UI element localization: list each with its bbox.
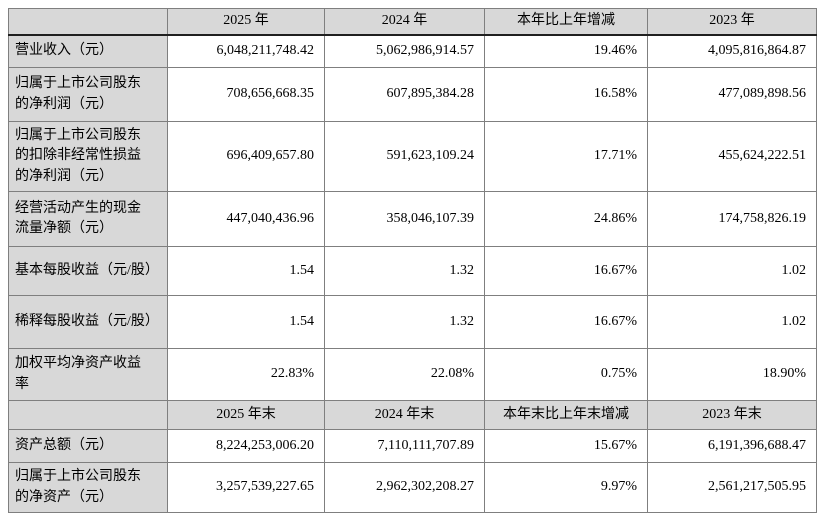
financial-summary-table: 2025 年 2024 年 本年比上年增减 2023 年 营业收入（元） 6,0…: [8, 8, 817, 513]
cell-2025: 708,656,668.35: [167, 67, 325, 122]
cell-change: 15.67%: [484, 429, 648, 463]
cell-2023: 18.90%: [647, 348, 817, 401]
table-row-diluted-eps: 稀释每股收益（元/股） 1.54 1.32 16.67% 1.02: [8, 295, 817, 349]
row-label: 加权平均净资产收益率: [8, 348, 168, 401]
cell-2024: 591,623,109.24: [324, 121, 485, 192]
table-row-weighted-avg-roe: 加权平均净资产收益率 22.83% 22.08% 0.75% 18.90%: [8, 348, 817, 401]
cell-2023: 1.02: [647, 246, 817, 296]
cell-2025: 22.83%: [167, 348, 325, 401]
row-label: 归属于上市公司股东的净利润（元）: [8, 67, 168, 122]
table-row-revenue: 营业收入（元） 6,048,211,748.42 5,062,986,914.5…: [8, 34, 817, 68]
cell-2024: 7,110,111,707.89: [324, 429, 485, 463]
cell-2024: 607,895,384.28: [324, 67, 485, 122]
header-2025: 2025 年: [167, 8, 325, 36]
cell-change: 16.67%: [484, 246, 648, 296]
header-2023: 2023 年: [647, 8, 817, 36]
cell-2023: 455,624,222.51: [647, 121, 817, 192]
cell-2025: 447,040,436.96: [167, 191, 325, 247]
cell-2023: 6,191,396,688.47: [647, 429, 817, 463]
cell-change: 24.86%: [484, 191, 648, 247]
cell-2025: 8,224,253,006.20: [167, 429, 325, 463]
row-label: 营业收入（元）: [8, 34, 168, 68]
cell-change: 0.75%: [484, 348, 648, 401]
table-row-basic-eps: 基本每股收益（元/股） 1.54 1.32 16.67% 1.02: [8, 246, 817, 296]
header-end-change: 本年末比上年末增减: [484, 400, 648, 430]
table-row-net-profit: 归属于上市公司股东的净利润（元） 708,656,668.35 607,895,…: [8, 67, 817, 122]
header-row-annual: 2025 年 2024 年 本年比上年增减 2023 年: [8, 8, 817, 36]
cell-2024: 5,062,986,914.57: [324, 34, 485, 68]
cell-2024: 2,962,302,208.27: [324, 462, 485, 513]
cell-2023: 4,095,816,864.87: [647, 34, 817, 68]
cell-2025: 696,409,657.80: [167, 121, 325, 192]
table-row-net-profit-excl-nonrecurring: 归属于上市公司股东的扣除非经常性损益的净利润（元） 696,409,657.80…: [8, 121, 817, 192]
table-row-total-assets: 资产总额（元） 8,224,253,006.20 7,110,111,707.8…: [8, 429, 817, 463]
cell-2024: 22.08%: [324, 348, 485, 401]
row-label: 资产总额（元）: [8, 429, 168, 463]
cell-change: 17.71%: [484, 121, 648, 192]
row-label: 经营活动产生的现金流量净额（元）: [8, 191, 168, 247]
cell-2025: 1.54: [167, 246, 325, 296]
cell-2023: 1.02: [647, 295, 817, 349]
cell-change: 16.67%: [484, 295, 648, 349]
row-label: 归属于上市公司股东的净资产（元）: [8, 462, 168, 513]
cell-2025: 1.54: [167, 295, 325, 349]
table-row-net-assets: 归属于上市公司股东的净资产（元） 3,257,539,227.65 2,962,…: [8, 462, 817, 513]
cell-change: 16.58%: [484, 67, 648, 122]
header-empty-cell: [8, 8, 168, 36]
cell-2023: 2,561,217,505.95: [647, 462, 817, 513]
header-2023-end: 2023 年末: [647, 400, 817, 430]
row-label: 归属于上市公司股东的扣除非经常性损益的净利润（元）: [8, 121, 168, 192]
header-2025-end: 2025 年末: [167, 400, 325, 430]
header-2024-end: 2024 年末: [324, 400, 485, 430]
cell-2023: 477,089,898.56: [647, 67, 817, 122]
cell-2024: 1.32: [324, 295, 485, 349]
table-row-operating-cash-flow: 经营活动产生的现金流量净额（元） 447,040,436.96 358,046,…: [8, 191, 817, 247]
header-2024: 2024 年: [324, 8, 485, 36]
header-yoy-change: 本年比上年增减: [484, 8, 648, 36]
cell-2025: 6,048,211,748.42: [167, 34, 325, 68]
row-label: 基本每股收益（元/股）: [8, 246, 168, 296]
cell-change: 9.97%: [484, 462, 648, 513]
cell-2023: 174,758,826.19: [647, 191, 817, 247]
row-label: 稀释每股收益（元/股）: [8, 295, 168, 349]
cell-change: 19.46%: [484, 34, 648, 68]
header-row-period-end: 2025 年末 2024 年末 本年末比上年末增减 2023 年末: [8, 400, 817, 430]
cell-2025: 3,257,539,227.65: [167, 462, 325, 513]
header-empty-cell: [8, 400, 168, 430]
cell-2024: 1.32: [324, 246, 485, 296]
cell-2024: 358,046,107.39: [324, 191, 485, 247]
